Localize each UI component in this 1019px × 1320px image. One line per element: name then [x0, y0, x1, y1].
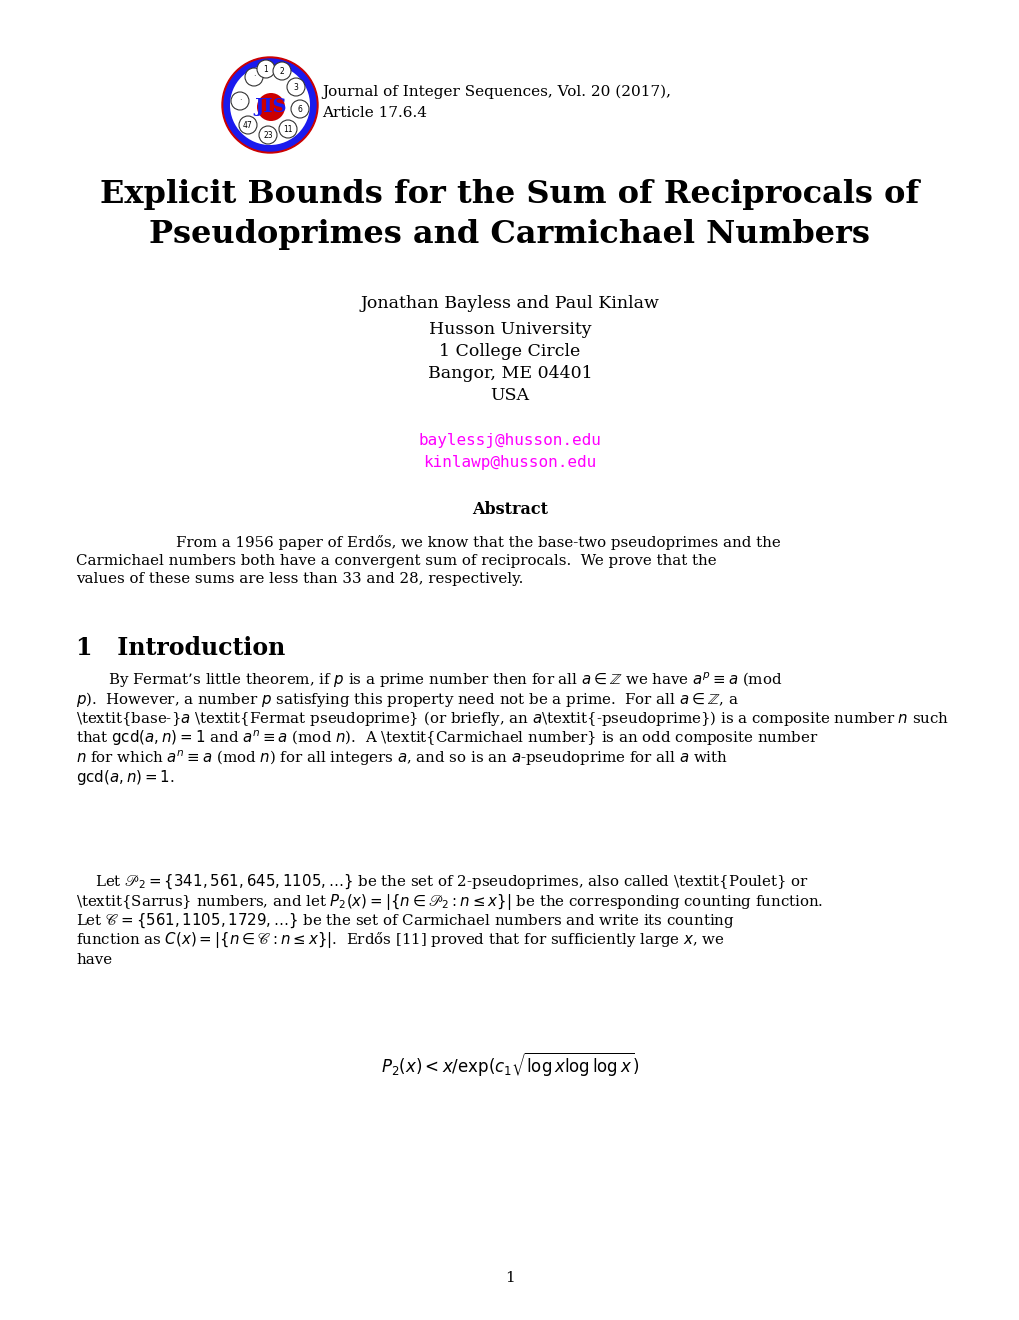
Text: 47: 47 [243, 120, 253, 129]
Text: Pseudoprimes and Carmichael Numbers: Pseudoprimes and Carmichael Numbers [150, 219, 869, 251]
Circle shape [259, 125, 277, 144]
Text: Carmichael numbers both have a convergent sum of reciprocals.  We prove that the: Carmichael numbers both have a convergen… [76, 554, 716, 568]
Text: $\gcd(a, n) = 1$.: $\gcd(a, n) = 1$. [76, 768, 174, 787]
Text: Bangor, ME 04401: Bangor, ME 04401 [427, 366, 592, 383]
Text: 1: 1 [504, 1271, 515, 1284]
Text: Abstract: Abstract [472, 502, 547, 519]
Text: 6: 6 [298, 104, 303, 114]
Text: From a 1956 paper of Erdős, we know that the base-two pseudoprimes and the: From a 1956 paper of Erdős, we know that… [176, 536, 780, 550]
Text: $p$).  However, a number $p$ satisfying this property need not be a prime.  For : $p$). However, a number $p$ satisfying t… [76, 690, 738, 709]
Text: 3: 3 [293, 82, 299, 91]
Text: that $\gcd(a,n) = 1$ and $a^n \equiv a$ (mod $n$).  A \textit{Carmichael number}: that $\gcd(a,n) = 1$ and $a^n \equiv a$ … [76, 729, 817, 748]
Circle shape [224, 59, 316, 150]
Text: Explicit Bounds for the Sum of Reciprocals of: Explicit Bounds for the Sum of Reciproca… [100, 180, 919, 210]
Text: \textit{base-}$a$ \textit{Fermat pseudoprime} (or briefly, an $a$\textit{-pseudo: \textit{base-}$a$ \textit{Fermat pseudop… [76, 710, 949, 729]
Text: kinlawp@husson.edu: kinlawp@husson.edu [423, 455, 596, 470]
Text: 11: 11 [283, 124, 292, 133]
Circle shape [230, 92, 249, 110]
Text: have: have [76, 953, 112, 968]
Circle shape [229, 65, 310, 145]
Circle shape [286, 78, 305, 96]
Text: Husson University: Husson University [428, 322, 591, 338]
Circle shape [238, 116, 257, 135]
Text: 1: 1 [263, 65, 268, 74]
Text: Journal of Integer Sequences, Vol. 20 (2017),: Journal of Integer Sequences, Vol. 20 (2… [322, 84, 671, 99]
Text: By Fermat’s little theorem, if $p$ is a prime number then for all $a \in \mathbb: By Fermat’s little theorem, if $p$ is a … [108, 671, 782, 690]
Text: baylessj@husson.edu: baylessj@husson.edu [418, 433, 601, 447]
Text: USA: USA [490, 388, 529, 404]
Text: function as $C(x) = |\{n \in \mathscr{C} : n \leq x\}|$.  Erdős [11] proved that: function as $C(x) = |\{n \in \mathscr{C}… [76, 931, 725, 950]
Circle shape [273, 62, 290, 81]
Text: ·: · [253, 73, 255, 82]
Circle shape [222, 57, 318, 153]
Text: Article 17.6.4: Article 17.6.4 [322, 106, 427, 120]
Text: $P_2(x) < x/ \exp(c_1 \sqrt{\log x \log \log x})$: $P_2(x) < x/ \exp(c_1 \sqrt{\log x \log … [380, 1051, 639, 1078]
Text: ·: · [238, 96, 240, 106]
Ellipse shape [257, 92, 284, 121]
Circle shape [290, 100, 309, 117]
Text: values of these sums are less than 33 and 28, respectively.: values of these sums are less than 33 an… [76, 572, 523, 586]
Text: 2: 2 [279, 66, 284, 75]
Text: Jonathan Bayless and Paul Kinlaw: Jonathan Bayless and Paul Kinlaw [360, 294, 659, 312]
Text: $n$ for which $a^n \equiv a$ (mod $n$) for all integers $a$, and so is an $a$-ps: $n$ for which $a^n \equiv a$ (mod $n$) f… [76, 748, 728, 768]
Text: \textit{Sarrus} numbers, and let $P_2(x) = |\{n \in \mathscr{P}_2 : n \leq x\}|$: \textit{Sarrus} numbers, and let $P_2(x)… [76, 891, 822, 912]
Circle shape [245, 69, 263, 86]
Circle shape [279, 120, 297, 139]
Text: JIS: JIS [255, 98, 287, 116]
Circle shape [257, 59, 275, 78]
Text: Let $\mathscr{P}_2 = \{341, 561, 645, 1105, \ldots\}$ be the set of 2-pseudoprim: Let $\mathscr{P}_2 = \{341, 561, 645, 11… [76, 873, 808, 891]
Text: 1   Introduction: 1 Introduction [76, 636, 285, 660]
Text: 23: 23 [263, 131, 272, 140]
Text: Let $\mathscr{C} = \{561, 1105, 1729, \ldots\}$ be the set of Carmichael numbers: Let $\mathscr{C} = \{561, 1105, 1729, \l… [76, 912, 734, 931]
Text: 1 College Circle: 1 College Circle [439, 343, 580, 360]
